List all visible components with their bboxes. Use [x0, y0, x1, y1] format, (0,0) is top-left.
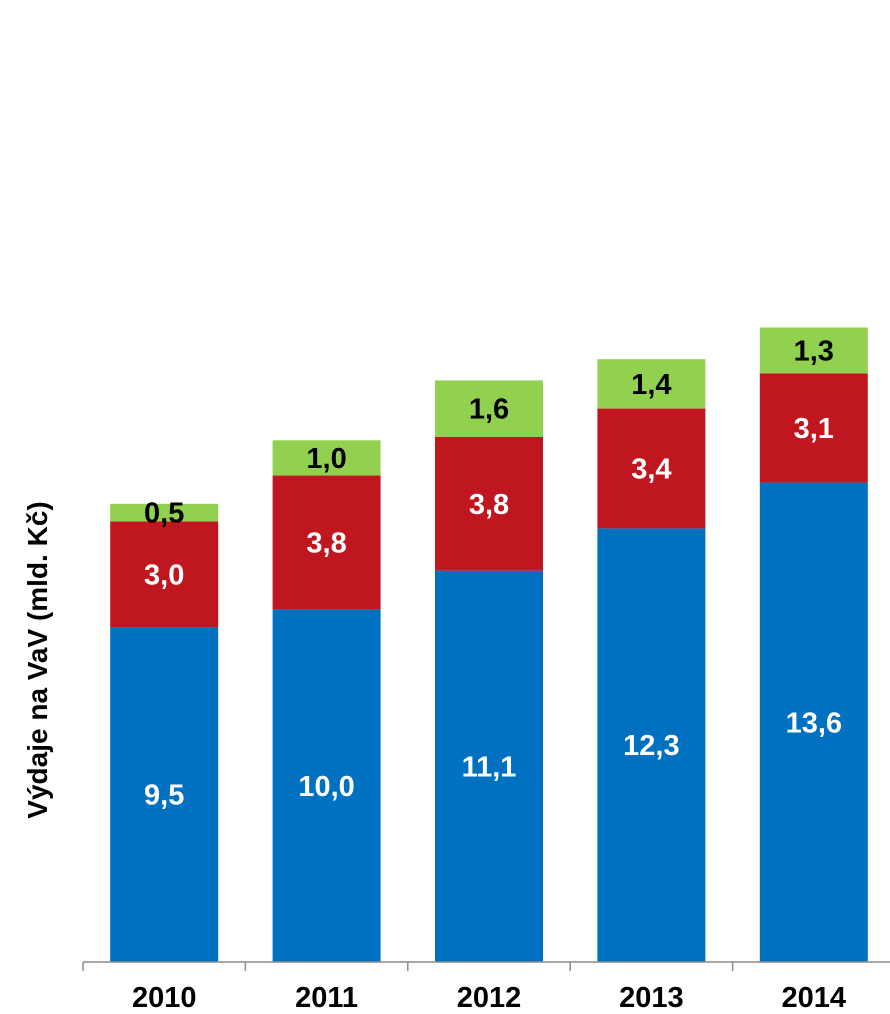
bars-group — [110, 327, 868, 962]
data-label-2010-s2: 3,0 — [144, 559, 184, 591]
data-label-2014-s2: 3,1 — [794, 413, 834, 445]
x-tick-label-2011: 2011 — [295, 982, 358, 1014]
x-tick-label-2012: 2012 — [457, 982, 522, 1014]
x-tick-label-2014: 2014 — [782, 982, 847, 1014]
data-label-2014-s1: 13,6 — [786, 707, 842, 739]
x-tick-label-2013: 2013 — [619, 982, 684, 1014]
bar-segment-2013-s2 — [597, 408, 706, 529]
data-label-2013-s3: 1,4 — [631, 369, 671, 401]
data-label-2014-s3: 1,3 — [794, 335, 834, 367]
data-label-2011-s2: 3,8 — [306, 528, 346, 560]
bar-segment-2010-s3 — [110, 503, 219, 522]
bar-segment-2012-s2 — [435, 436, 543, 571]
bar-segment-2011-s1 — [272, 609, 381, 962]
data-label-2011-s3: 1,0 — [306, 443, 346, 475]
data-labels-group: 9,5 3,0 0,5 10,0 3,8 1,0 11,1 3,8 1,6 12,3 3,4 1,4 1… — [144, 335, 842, 811]
x-axis: 2010 2011 2012 2013 2014 — [82, 961, 890, 1014]
bar-segment-2014-s3 — [759, 327, 868, 374]
bar-segment-2014-s2 — [759, 373, 868, 483]
bar-segment-2013-s1 — [597, 528, 706, 962]
bar-segment-2013-s3 — [597, 359, 706, 409]
x-tick-label-2010: 2010 — [132, 982, 197, 1014]
bar-segment-2011-s2 — [272, 475, 381, 610]
data-label-2010-s3: 0,5 — [144, 498, 184, 530]
bar-segment-2012-s3 — [435, 380, 543, 437]
y-axis-label: Výdaje na VaV (mld. Kč) — [22, 501, 53, 818]
bar-segment-2010-s2 — [110, 521, 219, 628]
data-label-2012-s3: 1,6 — [469, 394, 509, 426]
data-label-2012-s2: 3,8 — [469, 489, 509, 521]
data-label-2011-s1: 10,0 — [298, 771, 354, 803]
bar-segment-2012-s1 — [435, 570, 543, 962]
data-label-2013-s1: 12,3 — [623, 730, 679, 762]
data-label-2010-s1: 9,5 — [144, 780, 184, 812]
bar-segment-2014-s1 — [759, 482, 868, 962]
bar-segment-2011-s3 — [272, 440, 381, 476]
bar-segment-2010-s1 — [110, 627, 219, 962]
data-label-2013-s2: 3,4 — [631, 454, 671, 486]
data-label-2012-s1: 11,1 — [462, 751, 517, 783]
